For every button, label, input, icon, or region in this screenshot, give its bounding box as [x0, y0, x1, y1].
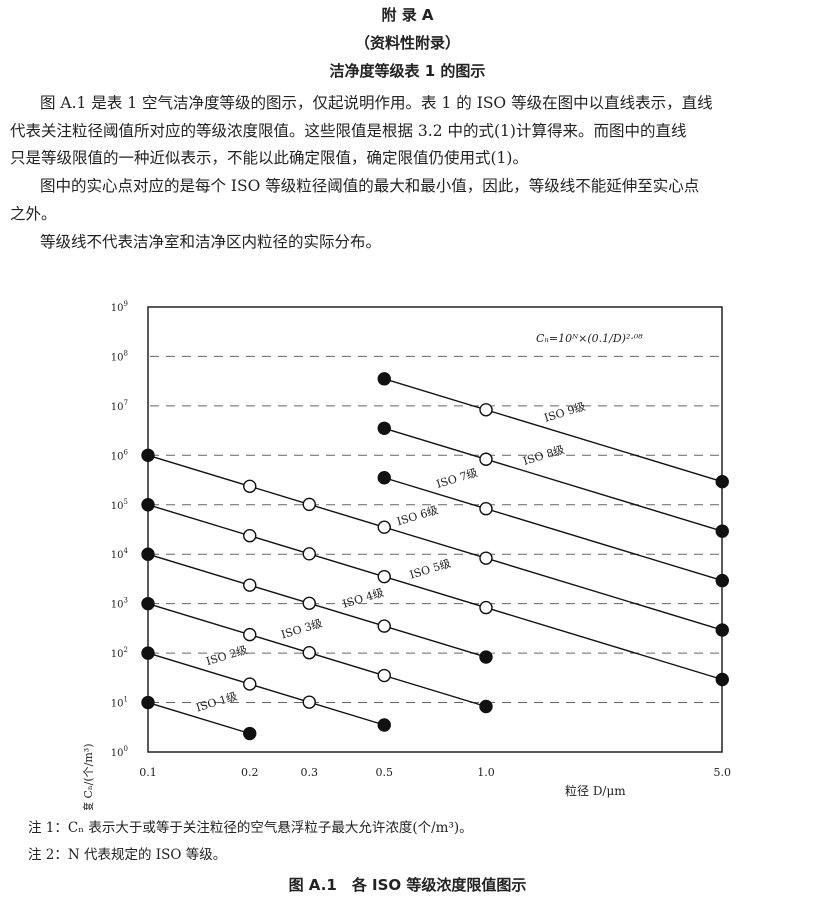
y-tick-label: 108	[111, 349, 128, 363]
note-2: 注 2：N 代表规定的 ISO 等级。	[28, 847, 227, 863]
note-1: 注 1：Cₙ 表示大于或等于关注粒径的空气悬浮粒子最大允许浓度(个/m³)。	[28, 820, 473, 836]
series-label: ISO 7级	[435, 466, 479, 491]
filled-point	[141, 695, 155, 710]
series-line	[384, 378, 723, 483]
y-tick-label: 106	[111, 448, 129, 462]
x-tick-label: 0.1	[139, 766, 157, 779]
filled-point	[715, 623, 729, 637]
series-line	[384, 427, 723, 532]
open-point	[243, 578, 257, 592]
plot-frame	[147, 306, 723, 753]
appendix-subtitle: （资料性附录）	[354, 34, 460, 52]
x-tick-label: 0.5	[376, 766, 394, 779]
filled-point	[377, 718, 391, 732]
x-tick-label: 0.3	[301, 766, 319, 779]
open-point	[243, 529, 257, 543]
open-point	[377, 619, 391, 633]
open-point	[302, 547, 316, 561]
formula: Cₙ=10ᴺ×(0.1/D)²·⁰⁸	[536, 332, 643, 345]
paragraph-line: 等级线不代表洁净室和洁净区内粒径的实际分布。	[40, 232, 382, 251]
filled-point	[141, 646, 155, 660]
open-point	[479, 403, 493, 417]
open-point	[302, 695, 316, 709]
series-label: ISO 2级	[205, 643, 249, 668]
paragraph-line: 图 A.1 是表 1 空气洁净度等级的图示，仅起说明作用。表 1 的 ISO 等…	[40, 94, 713, 112]
filled-point	[141, 547, 155, 561]
y-tick-label: 101	[111, 696, 128, 710]
filled-point	[243, 726, 257, 741]
y-tick-label: 104	[111, 547, 129, 561]
open-point	[302, 596, 316, 610]
y-axis-label: 空气悬浮粒子浓度 Cₙ/(个/m³)	[81, 743, 95, 810]
figure-caption: 图 A.1 各 ISO 等级浓度限值图示	[288, 876, 527, 894]
series-label: ISO 1级	[194, 690, 238, 715]
filled-point	[479, 699, 493, 714]
paragraph-line: 图中的实心点对应的是每个 ISO 等级粒径阈值的最大和最小值，因此，等级线不能延…	[40, 177, 700, 196]
x-axis-ticks: 0.1 0.2 0.3 0.5 1.0 5.0	[139, 766, 731, 779]
filled-point	[715, 672, 729, 687]
y-axis-ticks: 100 101 102 103 104 105 106 107 108 109	[111, 300, 129, 759]
paragraph-line: 只是等级限值的一种近似表示，不能以此确定限值，确定限值仍使用式(1)。	[10, 149, 528, 168]
y-tick-label: 100	[111, 745, 128, 759]
series-label: ISO 9级	[543, 400, 587, 425]
series-label: ISO 5级	[408, 557, 452, 582]
x-tick-label: 0.2	[241, 766, 259, 779]
open-point	[377, 569, 391, 584]
open-point	[302, 497, 316, 512]
filled-point	[141, 498, 155, 512]
y-tick-label: 107	[111, 399, 128, 413]
series-line	[147, 602, 487, 708]
iso-class-chart: 100 101 102 103 104 105 106 107 108 109 0.1 0.2 0.3…	[81, 300, 731, 810]
filled-point	[715, 474, 729, 489]
y-tick-label: 105	[111, 498, 128, 512]
series-line	[147, 652, 385, 726]
series-label: ISO 4级	[341, 586, 385, 611]
filled-point	[715, 573, 729, 588]
filled-point	[479, 650, 493, 664]
series-1: ISO 1级	[141, 690, 257, 741]
open-point	[302, 646, 316, 660]
series-9: ISO 9级	[377, 372, 729, 489]
paragraph-line: 之外。	[10, 204, 57, 223]
series-2: ISO 2级	[141, 643, 391, 732]
series-line	[147, 553, 487, 658]
y-tick-label: 103	[111, 597, 128, 611]
series-label: ISO 8级	[522, 443, 566, 468]
y-tick-label: 109	[111, 300, 128, 314]
open-point	[479, 452, 493, 466]
series-3: ISO 3级	[141, 596, 493, 714]
series-line	[147, 701, 250, 735]
open-point	[377, 668, 391, 683]
appendix-heading: 附 录 A	[381, 6, 434, 24]
x-axis-label: 粒径 D/μm	[565, 783, 626, 798]
series-8: ISO 8级	[377, 421, 729, 538]
series-group: ISO 1级 ISO 2级 ISO 3级 ISO 4级 ISO 5级 ISO 6级 ISO …	[141, 372, 729, 741]
series-6: ISO 6级	[141, 448, 729, 637]
open-point	[243, 479, 257, 493]
open-point	[243, 677, 257, 691]
series-label: ISO 3级	[280, 617, 324, 642]
section-title: 洁净度等级表 1 的图示	[329, 62, 486, 80]
open-point	[377, 520, 391, 534]
open-point	[479, 600, 493, 615]
y-tick-label: 102	[111, 646, 128, 660]
filled-point	[715, 524, 729, 538]
filled-point	[377, 471, 391, 485]
filled-point	[377, 421, 391, 435]
open-point	[243, 627, 257, 642]
open-point	[479, 551, 493, 565]
filled-point	[377, 372, 391, 386]
series-line	[384, 477, 723, 582]
x-tick-label: 1.0	[477, 766, 495, 779]
paragraph-line: 代表关注粒径阈值所对应的等级浓度限值。这些限值是根据 3.2 中的式(1)计算得…	[10, 121, 687, 140]
open-point	[479, 502, 493, 516]
x-tick-label: 5.0	[714, 766, 732, 779]
filled-point	[141, 448, 155, 463]
series-label: ISO 6级	[395, 504, 439, 529]
body-text: 图 A.1 是表 1 空气洁净度等级的图示，仅起说明作用。表 1 的 ISO 等…	[10, 90, 810, 256]
filled-point	[141, 596, 155, 611]
